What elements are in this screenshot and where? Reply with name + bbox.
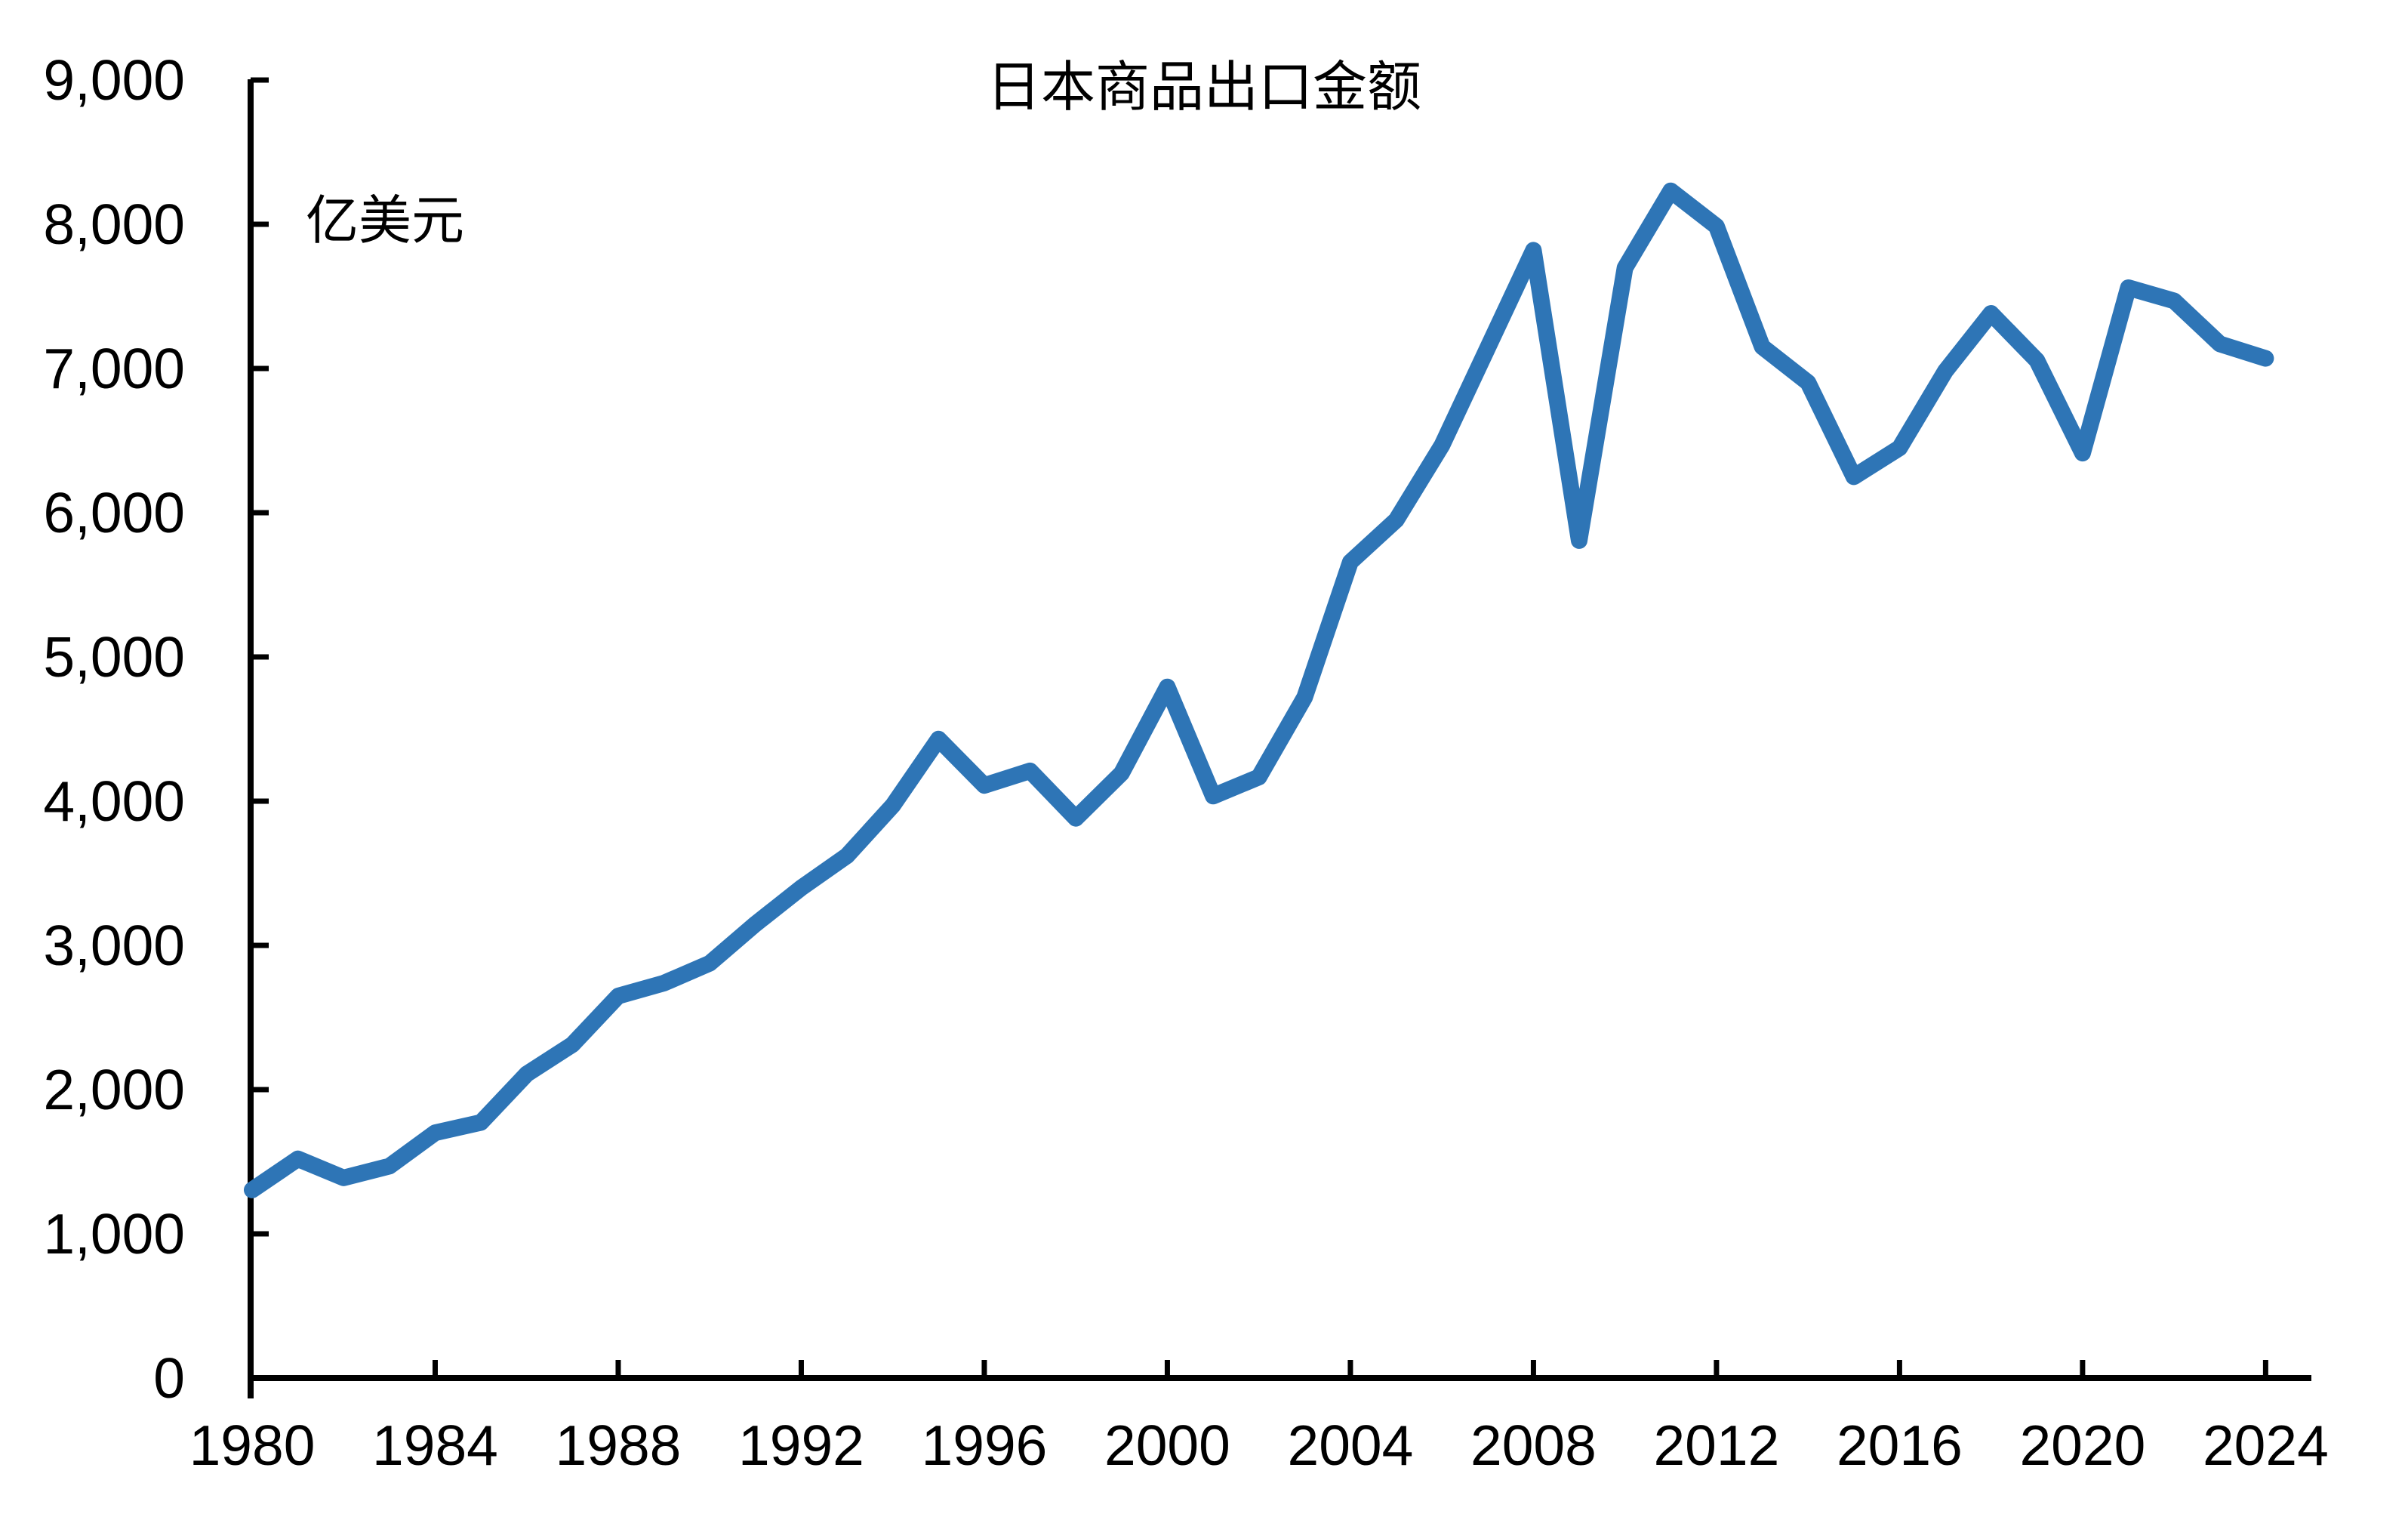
y-tick-label: 2,000 — [43, 1058, 185, 1121]
y-tick-label: 4,000 — [43, 769, 185, 833]
y-tick-label: 8,000 — [43, 193, 185, 256]
x-tick-label: 2024 — [2203, 1414, 2329, 1477]
axes — [248, 79, 2311, 1398]
x-tick-label: 2016 — [1837, 1414, 1963, 1477]
x-tick-label: 1980 — [189, 1414, 316, 1477]
x-tick-label: 1992 — [738, 1414, 864, 1477]
y-tick-label: 3,000 — [43, 914, 185, 977]
y-tick-label: 5,000 — [43, 625, 185, 689]
export-series-line — [244, 182, 2274, 1198]
x-tick-label: 2000 — [1104, 1414, 1230, 1477]
y-tick-label: 9,000 — [43, 48, 185, 112]
y-tick-label: 0 — [153, 1346, 185, 1410]
y-axis-unit-label: 亿美元 — [306, 190, 464, 251]
x-tick-label: 2012 — [1653, 1414, 1779, 1477]
chart-title: 日本商品出口金额 — [986, 55, 1421, 119]
series-layer — [244, 182, 2274, 1198]
axis-ticks — [251, 77, 2268, 1378]
x-tick-label: 1984 — [372, 1414, 498, 1477]
y-tick-label: 7,000 — [43, 337, 185, 400]
y-tick-label: 1,000 — [43, 1202, 185, 1266]
x-tick-label: 1996 — [922, 1414, 1048, 1477]
x-axis-tick-labels: 1980 1984 1988 1992 1996 2000 2004 2008 2012 2016… — [189, 1414, 2329, 1477]
x-tick-label: 2020 — [2019, 1414, 2145, 1477]
x-tick-label: 2008 — [1470, 1414, 1597, 1477]
y-tick-label: 6,000 — [43, 481, 185, 544]
x-tick-label: 2004 — [1288, 1414, 1414, 1477]
x-tick-label: 1988 — [556, 1414, 682, 1477]
y-axis-tick-labels: 0 1,000 2,000 3,000 4,000 5,000 6,000 7,000 8,00… — [43, 48, 185, 1410]
